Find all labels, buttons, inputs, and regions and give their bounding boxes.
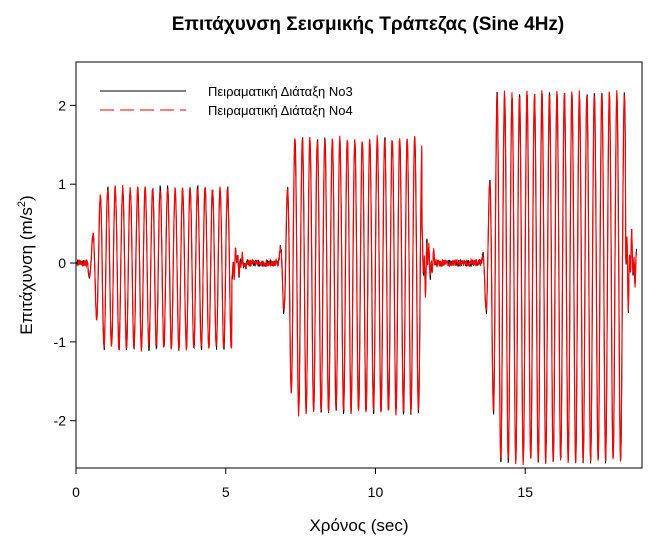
plot-area: 0 5 10 15 -2 -1 0 1 2 xyxy=(54,61,643,500)
y-tick-label-3: 1 xyxy=(58,176,66,192)
x-axis-ticks: 0 5 10 15 xyxy=(72,468,533,500)
y-axis-label: Επιτάχυνση (m/s2) xyxy=(16,195,36,334)
x-tick-label-2: 10 xyxy=(368,484,384,500)
y-tick-label-0: -2 xyxy=(54,413,67,429)
y-axis-label-superscript: 2 xyxy=(16,201,28,207)
x-tick-label-1: 5 xyxy=(222,484,230,500)
y-axis-ticks: -2 -1 0 1 2 xyxy=(54,97,76,429)
x-tick-label-3: 15 xyxy=(517,484,533,500)
y-tick-label-2: 0 xyxy=(58,255,66,271)
legend: Πειραματική Διάταξη No3 Πειραματική Διάτ… xyxy=(100,84,353,118)
legend-label-no4: Πειραματική Διάταξη No4 xyxy=(208,103,353,118)
series-no4-line xyxy=(76,90,638,465)
chart-title: Επιτάχυνση Σεισμικής Τράπεζας (Sine 4Hz) xyxy=(172,14,565,35)
y-tick-label-4: 2 xyxy=(58,97,66,113)
plot-frame xyxy=(75,61,643,469)
x-axis-label: Χρόνος (sec) xyxy=(309,516,408,535)
series-no4-path xyxy=(76,90,638,465)
legend-label-no3: Πειραματική Διάταξη No3 xyxy=(208,84,353,99)
x-tick-label-0: 0 xyxy=(72,484,80,500)
y-tick-label-1: -1 xyxy=(54,334,67,350)
